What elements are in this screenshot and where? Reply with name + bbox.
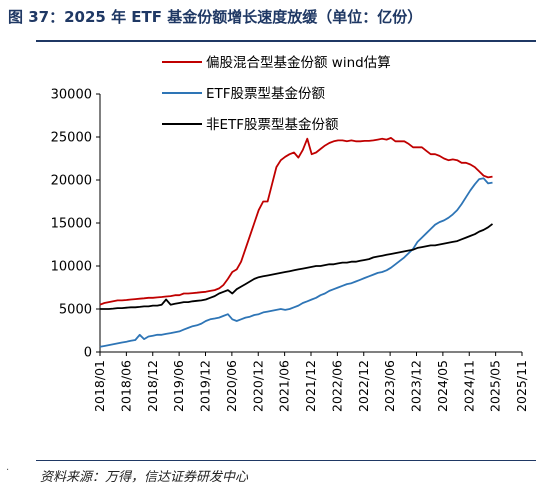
chart-axes: 0 5000 10000 15000 20000 25000 30000 2018/01 201… (51, 88, 529, 412)
legend-label-3: 非ETF股票型基金份额 (206, 116, 339, 133)
title-divider (36, 40, 536, 42)
x-tick-label: 2021/12 (303, 360, 318, 412)
y-tick-label: 20000 (51, 174, 92, 189)
corner-dot: . (6, 462, 10, 473)
series-line-3 (100, 223, 494, 310)
x-tick-label: 2024/11 (461, 360, 476, 412)
y-tick-label: 10000 (51, 260, 92, 275)
x-tick-label: 2021/06 (277, 360, 292, 412)
x-tick-label: 2022/12 (356, 360, 371, 412)
legend-label-2: ETF股票型基金份额 (206, 85, 326, 102)
legend-label-1: 偏股混合型基金份额 wind估算 (206, 54, 391, 71)
x-tick-label: 2018/01 (92, 360, 107, 412)
x-tick-label: 2023/06 (382, 360, 397, 412)
x-tick-label: 2024/05 (435, 360, 450, 412)
figure-title: 图 37：2025 年 ETF 基金份额增长速度放缓（单位：亿份） (8, 8, 423, 26)
x-tick-label: 2023/12 (409, 360, 424, 412)
x-tick-label: 2018/12 (145, 360, 160, 412)
footer-divider (36, 460, 536, 461)
x-tick-label: 2019/06 (171, 360, 186, 412)
y-tick-label: 30000 (51, 88, 92, 103)
series-line-1 (99, 136, 493, 306)
y-tick-label: 0 (84, 346, 92, 361)
x-tick-label: 2019/12 (198, 360, 213, 412)
x-tick-label: 2025/05 (488, 360, 503, 412)
x-tick-label: 2022/06 (329, 360, 344, 412)
x-tick-label: 2020/12 (250, 360, 265, 412)
source-note: 资料来源：万得，信达证券研发中心 (40, 470, 249, 485)
chart-series (99, 136, 494, 348)
line-chart: 0 5000 10000 15000 20000 25000 30000 2018/01 201… (51, 54, 529, 412)
y-tick-label: 15000 (51, 217, 92, 232)
x-tick-label: 2025/11 (514, 360, 529, 412)
y-tick-label: 25000 (51, 131, 92, 146)
series-line-2 (99, 177, 493, 348)
x-tick-label: 2018/06 (118, 360, 133, 412)
x-tick-label: 2020/06 (224, 360, 239, 412)
y-tick-label: 5000 (59, 303, 92, 318)
